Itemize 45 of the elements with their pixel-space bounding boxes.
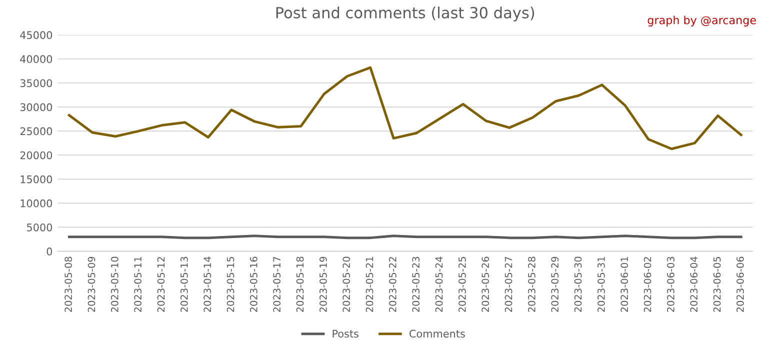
x-tick-label: 2023-05-31 (598, 257, 605, 312)
x-tick-label: 2023-05-23 (412, 256, 420, 312)
x-tick-label: 2023-05-24 (435, 256, 443, 312)
x-tick-label: 2023-05-11 (134, 257, 142, 312)
x-tick-label: 2023-06-01 (620, 257, 628, 312)
x-tick-label: 2023-05-26 (482, 256, 490, 312)
x-tick-label: 2023-05-29 (551, 256, 559, 312)
x-tick-label: 2023-05-20 (342, 256, 350, 312)
x-tick-label: 2023-05-18 (296, 256, 304, 312)
y-tick-label: 45000 (20, 31, 52, 40)
y-tick-label: 10000 (20, 199, 52, 208)
x-tick-label: 2023-05-10 (110, 256, 118, 312)
x-tick-label: 2023-05-08 (64, 256, 72, 312)
y-tick-label: 15000 (20, 175, 52, 184)
x-tick-label: 2023-06-06 (736, 256, 744, 312)
x-tick-label: 2023-05-27 (504, 256, 512, 312)
x-tick-label: 2023-05-15 (226, 256, 234, 312)
y-tick-label: 30000 (20, 103, 52, 112)
x-tick-label: 2023-05-12 (157, 257, 165, 312)
x-tick-label: 2023-05-13 (180, 256, 188, 312)
x-tick-label: 2023-05-25 (458, 256, 466, 312)
x-tick-label: 2023-05-09 (88, 256, 96, 312)
x-tick-label: 2023-05-16 (250, 256, 258, 312)
y-tick-label: 40000 (20, 55, 52, 64)
x-tick-label: 2023-05-14 (204, 256, 212, 312)
x-tick-label: 2023-05-21 (366, 257, 374, 312)
x-tick-label: 2023-06-02 (644, 257, 652, 312)
y-tick-label: 5000 (27, 223, 52, 232)
legend-label: Comments (410, 330, 465, 338)
x-tick-label: 2023-05-17 (273, 256, 281, 312)
x-tick-label: 2023-05-28 (528, 256, 536, 312)
legend-label: Posts (332, 330, 358, 338)
x-tick-label: 2023-06-04 (690, 256, 698, 312)
y-tick-label: 35000 (20, 79, 52, 88)
y-tick-label: 0 (46, 248, 52, 256)
x-tick-label: 2023-05-22 (389, 257, 396, 312)
x-tick-label: 2023-05-30 (574, 256, 582, 312)
x-tick-label: 2023-06-05 (713, 256, 721, 312)
text: graph by @arcange (648, 16, 756, 26)
x-tick-label: 2023-05-19 (320, 256, 327, 312)
x-tick-label: 2023-06-03 (667, 256, 674, 312)
y-tick-label: 20000 (20, 151, 52, 160)
y-tick-label: 25000 (20, 127, 52, 136)
chart-title: Post and comments (last 30 days) (276, 6, 534, 22)
line-series (68, 66, 742, 150)
